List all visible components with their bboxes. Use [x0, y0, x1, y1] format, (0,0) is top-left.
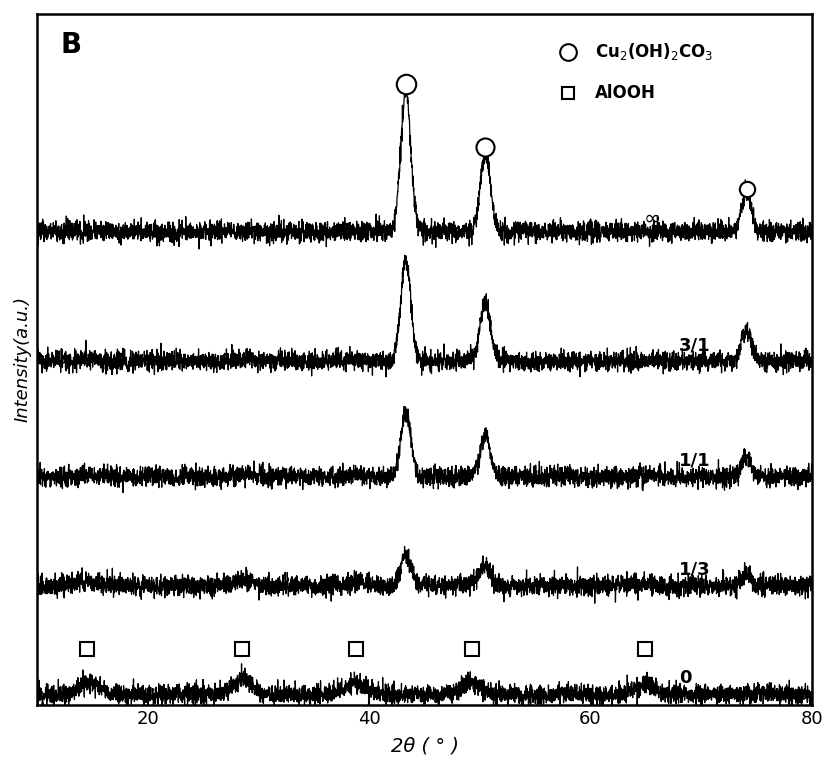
Text: 0: 0 — [678, 669, 691, 687]
Text: 3/1: 3/1 — [678, 336, 710, 355]
Text: 1/1: 1/1 — [678, 452, 710, 470]
Y-axis label: Intensity(a.u.): Intensity(a.u.) — [14, 296, 32, 422]
Text: 1/3: 1/3 — [678, 561, 710, 578]
Text: AlOOH: AlOOH — [594, 85, 655, 102]
X-axis label: 2θ ( ° ): 2θ ( ° ) — [390, 736, 458, 755]
Text: B: B — [60, 32, 82, 59]
Text: $\infty$: $\infty$ — [642, 208, 659, 228]
Text: Cu$_2$(OH)$_2$CO$_3$: Cu$_2$(OH)$_2$CO$_3$ — [594, 42, 712, 62]
